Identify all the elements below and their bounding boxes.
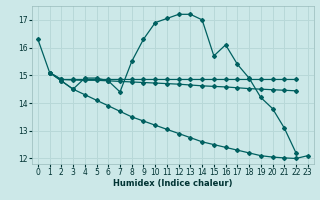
X-axis label: Humidex (Indice chaleur): Humidex (Indice chaleur) (113, 179, 233, 188)
